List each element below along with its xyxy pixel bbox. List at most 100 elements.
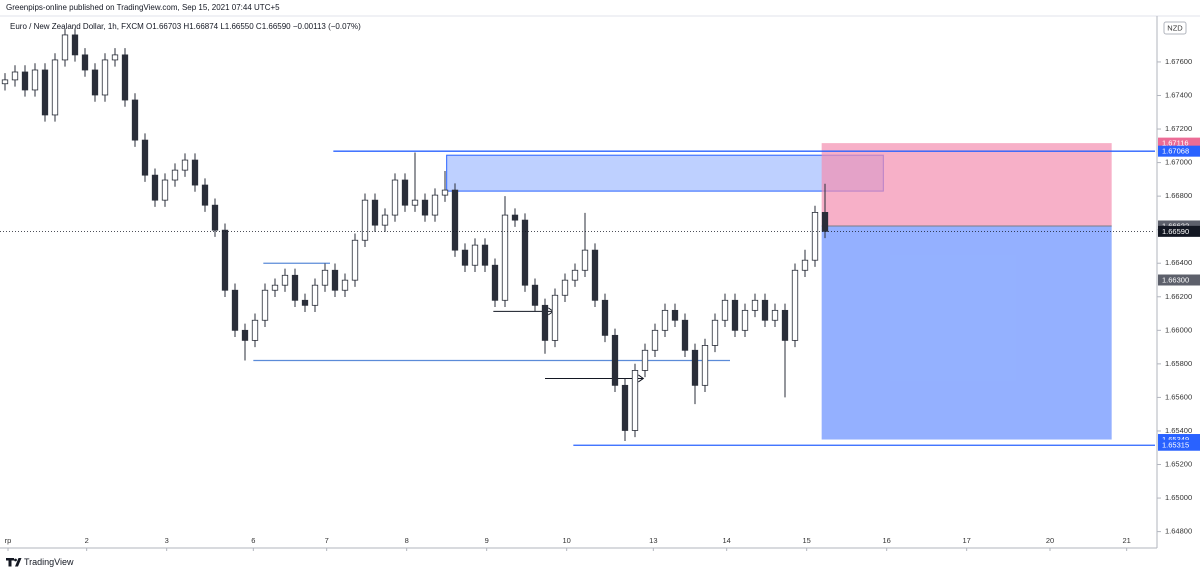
candle-body [481, 244, 489, 266]
candle-body [431, 194, 439, 216]
candle-body [51, 59, 59, 116]
price-tag [1158, 274, 1200, 286]
arrow-head [638, 374, 645, 383]
candle-body [491, 264, 499, 301]
y-tick-label: 1.67600 [1165, 57, 1192, 66]
candle-body [331, 269, 339, 291]
x-tick-label: rp [5, 536, 12, 545]
candle-body [81, 54, 89, 71]
candle-body [251, 319, 259, 341]
x-tick-label: 17 [962, 536, 970, 545]
candle-body [151, 174, 159, 201]
candle-body [231, 289, 239, 331]
x-tick-label: 7 [325, 536, 329, 545]
candle-body [711, 319, 719, 346]
candle-body [241, 329, 249, 341]
candle-body [281, 274, 289, 286]
y-tick-label: 1.65600 [1165, 392, 1192, 401]
candle-body [311, 284, 319, 306]
candle-body [411, 199, 419, 206]
candle-body [261, 289, 269, 321]
x-tick-label: 16 [882, 536, 890, 545]
price-tag-label: 1.66590 [1162, 227, 1189, 236]
zone [446, 154, 884, 192]
candle-body [531, 284, 539, 306]
candle-body [741, 309, 749, 331]
candle-body [91, 69, 99, 96]
candle-body [351, 239, 359, 281]
candle-body [461, 249, 469, 266]
x-tick-label: 6 [251, 536, 255, 545]
y-tick-label: 1.66800 [1165, 191, 1192, 200]
candle-body [731, 299, 739, 331]
candle-body [171, 169, 179, 181]
candle-body [751, 299, 759, 311]
candle-body [801, 259, 809, 271]
stop-zone [821, 143, 1112, 226]
candle-body [391, 179, 399, 216]
candle-body [441, 189, 449, 196]
candle-body [451, 189, 459, 251]
y-tick-label: 1.65200 [1165, 460, 1192, 469]
candle-body [541, 304, 549, 341]
target-zone [821, 225, 1112, 440]
x-tick-label: 9 [485, 536, 489, 545]
price-tag [1158, 145, 1200, 157]
candle-body [401, 179, 409, 206]
candle-body [191, 159, 199, 186]
candle-body [31, 69, 39, 91]
x-tick-label: 21 [1122, 536, 1130, 545]
candle-body [291, 274, 299, 301]
price-tag-label: 1.65349 [1162, 435, 1189, 444]
candle-body [561, 279, 569, 296]
candle-body [671, 309, 679, 321]
y-tick-label: 1.65400 [1165, 426, 1192, 435]
candle-body [21, 71, 29, 91]
candle-body [501, 214, 509, 301]
candle-body [621, 384, 629, 431]
candle-body [161, 179, 169, 201]
price-tag [1158, 225, 1200, 237]
candle-body [301, 299, 309, 306]
candle-body [121, 54, 129, 101]
candle-body [521, 219, 529, 286]
candle-body [551, 294, 559, 341]
price-tag-label: 1.66300 [1162, 275, 1189, 284]
candle-body [71, 34, 79, 56]
candle-body [61, 34, 69, 61]
candle-body [651, 329, 659, 351]
candle-body [591, 249, 599, 301]
candle-body [721, 299, 729, 321]
price-tag-label: 1.67116 [1162, 139, 1189, 148]
price-tag [1158, 434, 1200, 446]
price-tag-label: 1.65315 [1162, 441, 1189, 450]
candle-body [571, 269, 579, 281]
x-tick-label: 10 [562, 536, 570, 545]
candle-body [601, 299, 609, 336]
candle-body [701, 345, 709, 386]
candle-body [361, 199, 369, 241]
publisher: Greenpips-online published on TradingVie… [6, 3, 280, 12]
candle-body [691, 349, 699, 386]
x-tick-label: 14 [722, 536, 730, 545]
plot-area [0, 28, 1155, 446]
x-tick-label: 15 [802, 536, 810, 545]
y-tick-label: 1.65800 [1165, 359, 1192, 368]
candle-body [761, 299, 769, 321]
candle-body [131, 99, 139, 141]
x-tick-label: 13 [649, 536, 657, 545]
y-tick-label: 1.66400 [1165, 258, 1192, 267]
candle-body [211, 204, 219, 231]
y-tick-label: 1.65000 [1165, 493, 1192, 502]
candle-body [1, 79, 9, 85]
y-tick-label: 1.66000 [1165, 325, 1192, 334]
x-tick-label: 8 [405, 536, 409, 545]
candle-body [771, 309, 779, 321]
candle-body [271, 284, 279, 291]
currency: NZD [1167, 23, 1183, 32]
candle-body [781, 309, 789, 341]
candle-body [661, 309, 669, 331]
candle-body [321, 269, 329, 286]
candle-body [811, 211, 819, 261]
